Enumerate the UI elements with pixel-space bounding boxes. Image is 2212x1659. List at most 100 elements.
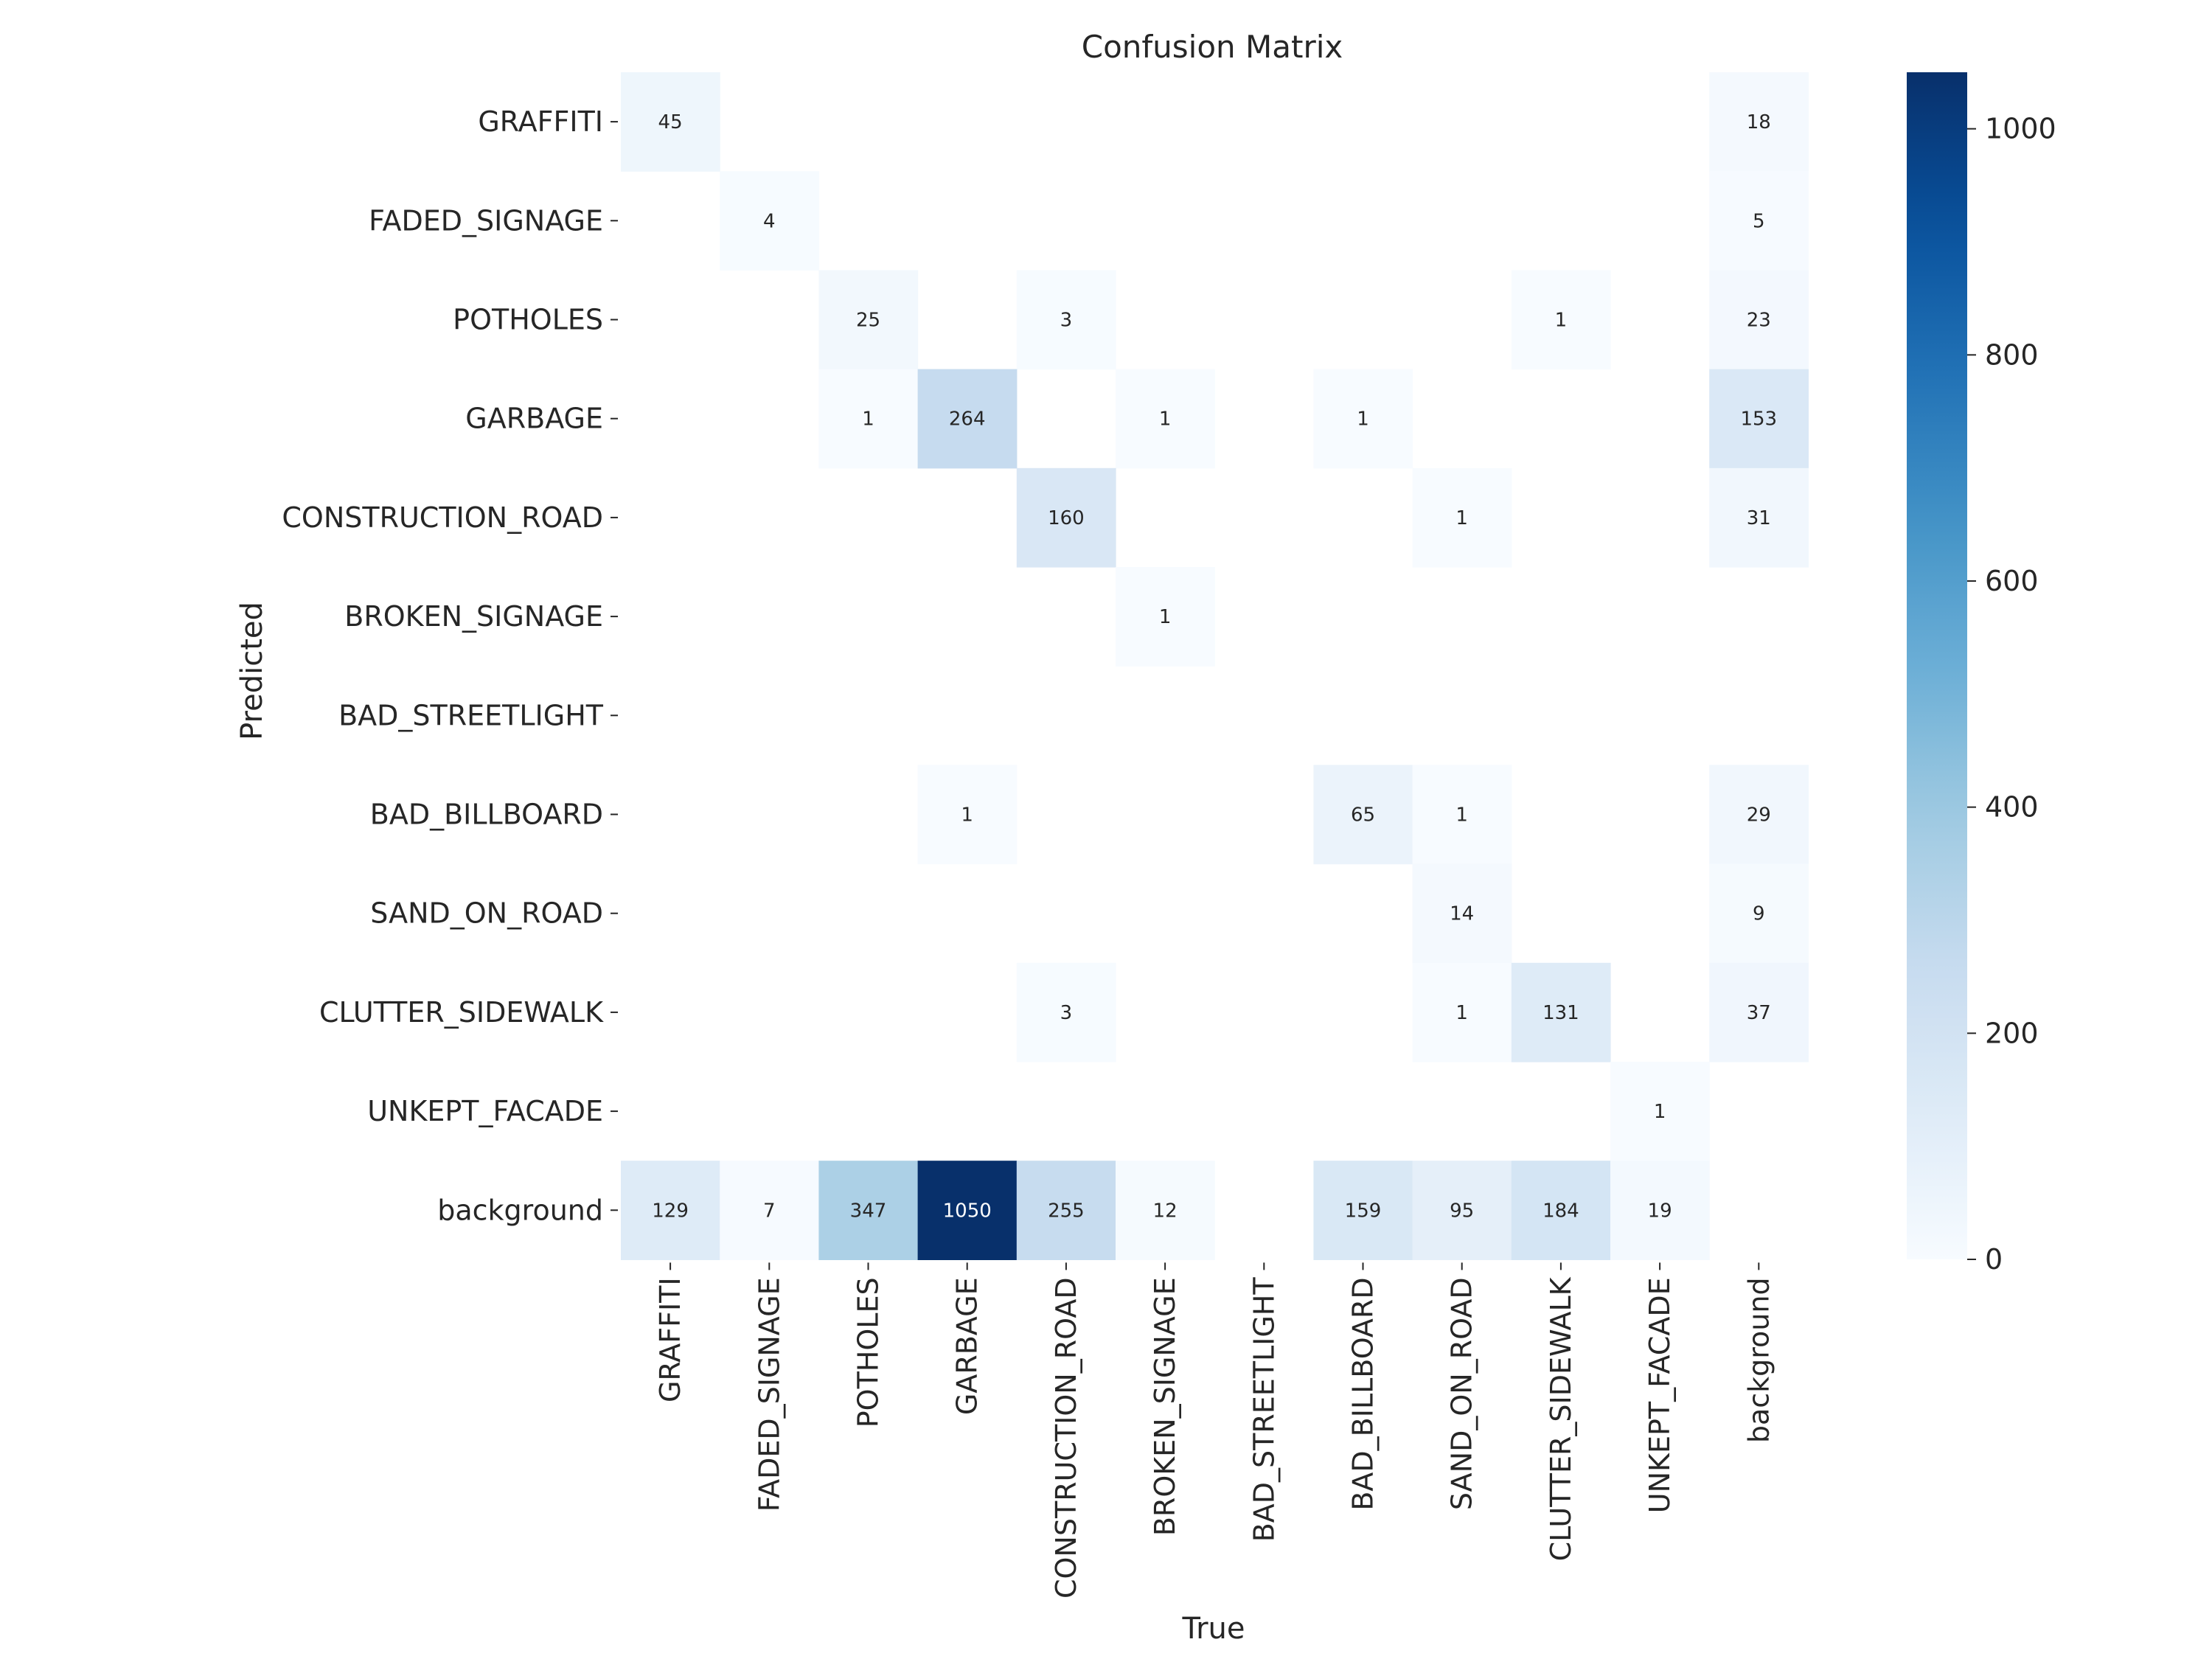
x-tick-label: background [1742,1277,1775,1443]
colorbar-tick-label: 800 [1985,338,2039,371]
colorbar-ticks: 0 200 400 600 800 1000 [1967,113,2056,1276]
y-tick-label: BAD_BILLBOARD [370,799,603,831]
x-tick-label: FADED_SIGNAGE [753,1277,785,1512]
heatmap-cell [720,1161,819,1260]
cell-value-label: 1050 [943,1200,992,1222]
x-tick-label: CLUTTER_SIDEWALK [1545,1276,1577,1561]
heatmap-cell [1511,1161,1611,1260]
cell-value-label: 1 [1455,507,1468,529]
heatmap-cell [1610,1062,1710,1161]
cell-value-label: 9 [1753,903,1765,925]
cell-value-label: 19 [1648,1200,1672,1222]
heatmap-cell [1116,567,1215,667]
colorbar-tick-label: 200 [1985,1017,2039,1049]
heatmap-cell [818,270,919,370]
cell-value-label: 5 [1753,210,1765,232]
cell-value-label: 7 [763,1200,776,1222]
cell-value-label: 18 [1747,111,1771,133]
cell-value-label: 1 [1455,804,1468,827]
x-tick-label: GRAFFITI [654,1277,686,1402]
cell-value-label: 347 [850,1200,887,1222]
cell-value-label: 1 [862,408,874,431]
cell-value-label: 45 [658,111,683,133]
cell-value-label: 12 [1153,1200,1178,1222]
chart-title: Confusion Matrix [1082,29,1343,65]
heatmap-cell [818,1161,919,1260]
cell-value-label: 29 [1747,804,1771,827]
x-axis-label: True [1182,1612,1245,1646]
cell-value-label: 1 [1357,408,1369,431]
heatmap-cell [1016,467,1116,568]
cell-value-label: 25 [856,310,880,332]
heatmap-cell [1709,72,1809,172]
y-tick-label: FADED_SIGNAGE [369,204,603,237]
x-tick-label: BROKEN_SIGNAGE [1149,1277,1181,1536]
y-tick-label: SAND_ON_ROAD [370,897,603,930]
cell-value-label: 65 [1351,804,1375,827]
x-tick-label: BAD_STREETLIGHT [1248,1277,1280,1543]
heatmap-cell [1016,1161,1116,1260]
heatmap-cell [917,1161,1018,1260]
heatmap-cell [1313,765,1413,865]
cell-value-label: 3 [1060,1002,1073,1024]
cell-value-label: 95 [1450,1200,1474,1222]
heatmap-cell [1412,765,1512,865]
y-tick-label: GRAFFITI [478,105,603,138]
y-axis-label: Predicted [235,602,269,740]
cell-value-label: 131 [1543,1002,1579,1024]
heatmap-cell [1511,270,1611,370]
heatmap-cell [1412,962,1512,1062]
colorbar-tick-label: 400 [1985,791,2039,824]
cell-value-label: 31 [1747,507,1771,529]
heatmap-cell [1313,369,1413,469]
colorbar-tick-label: 0 [1985,1243,2003,1276]
heatmap-cell [1511,962,1611,1062]
cell-value-label: 23 [1747,310,1771,332]
heatmap-cell [1709,171,1809,271]
heatmap-cell [1412,467,1512,568]
heatmap-cell [1709,369,1809,469]
heatmap-cell [1709,270,1809,370]
heatmap-cell [1610,1161,1710,1260]
cell-value-label: 255 [1048,1200,1085,1222]
heatmap-cell [1709,962,1809,1062]
heatmap-cell [1412,1161,1512,1260]
cell-value-label: 1 [961,804,973,827]
y-tick-label: UNKEPT_FACADE [367,1095,603,1127]
y-axis-ticks: GRAFFITI FADED_SIGNAGE POTHOLES GARBAGE CONS… [282,105,618,1226]
x-tick-label: BAD_BILLBOARD [1347,1277,1380,1510]
heatmap-cell [621,1161,720,1260]
cell-value-label: 159 [1345,1200,1382,1222]
y-tick-label: background [437,1194,603,1226]
cell-value-label: 14 [1450,903,1474,925]
cell-value-label: 184 [1543,1200,1579,1222]
cell-value-label: 1 [1555,310,1568,332]
y-tick-label: BAD_STREETLIGHT [338,699,604,731]
heatmap-cell [1709,765,1809,865]
y-tick-label: BROKEN_SIGNAGE [344,600,603,633]
heatmap-cells [621,72,1809,1260]
x-tick-label: GARBAGE [951,1277,984,1415]
heatmap-cell [1313,1161,1413,1260]
y-tick-label: GARBAGE [465,403,603,435]
heatmap-cell [1709,863,1809,964]
cell-value-label: 160 [1048,507,1085,529]
cell-value-label: 3 [1060,310,1073,332]
heatmap-cell [1016,962,1116,1062]
heatmap-cell [917,765,1018,865]
cell-value-label: 264 [949,408,986,431]
y-tick-label: CONSTRUCTION_ROAD [282,501,603,534]
cell-value-label: 1 [1159,408,1172,431]
x-tick-label: CONSTRUCTION_ROAD [1050,1277,1082,1599]
heatmap-cell [1709,467,1809,568]
cell-value-label: 37 [1747,1002,1771,1024]
y-tick-label: POTHOLES [453,304,603,336]
colorbar-tick-label: 600 [1985,565,2039,597]
cell-value-label: 129 [652,1200,689,1222]
cell-value-label: 1 [1159,606,1172,628]
x-axis-ticks: GRAFFITI FADED_SIGNAGE POTHOLES GARBAGE CONS… [654,1262,1775,1599]
cell-value-label: 4 [763,210,776,232]
heatmap-cell [1016,270,1116,370]
x-tick-label: POTHOLES [852,1277,885,1427]
